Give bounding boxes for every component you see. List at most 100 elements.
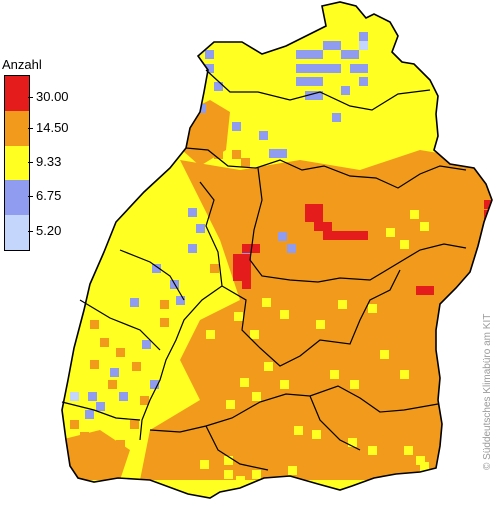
grid-cell [100, 448, 109, 457]
grid-cell [305, 213, 323, 222]
grid-cell [341, 50, 350, 59]
grid-cell [288, 466, 297, 475]
grid-cell [248, 220, 257, 229]
grid-cell [359, 41, 368, 50]
grid-cell [90, 360, 99, 369]
grid-cell [262, 298, 271, 307]
grid-cell [410, 210, 419, 219]
grid-cell [280, 380, 289, 389]
grid-cell [85, 410, 94, 419]
copyright-credit: © Süddeutsches Klimabüro am KIT [482, 313, 493, 470]
grid-cell [142, 340, 151, 349]
grid-cell [348, 438, 357, 447]
grid-cell [152, 264, 161, 273]
legend-swatch-14 [5, 110, 29, 146]
grid-cell [323, 231, 368, 240]
grid-cell [278, 149, 287, 158]
grid-cell [270, 478, 279, 487]
grid-cell [110, 368, 119, 377]
grid-cell [350, 64, 359, 73]
legend-tick [28, 162, 33, 163]
legend-tick [28, 196, 33, 197]
grid-cell [160, 440, 169, 449]
grid-cell [296, 50, 305, 59]
legend-tick [28, 128, 33, 129]
grid-cell [240, 378, 249, 387]
grid-cell [259, 131, 268, 140]
grid-cell [205, 64, 214, 73]
grid-cell [214, 82, 223, 91]
grid-cell [119, 392, 128, 401]
grid-cell [280, 310, 289, 319]
grid-cell [212, 196, 221, 205]
legend-swatch-9 [5, 145, 29, 181]
grid-cell [236, 476, 245, 485]
grid-cell [96, 402, 105, 411]
grid-cell [140, 396, 149, 405]
grid-cell [130, 298, 139, 307]
legend-swatch-6 [5, 180, 29, 216]
legend-tick [28, 97, 33, 98]
grid-cell [314, 64, 323, 73]
grid-cell [400, 370, 409, 379]
region-border [61, 401, 141, 421]
grid-cell [242, 280, 251, 289]
region-border [249, 167, 467, 283]
region-border [205, 425, 269, 471]
grid-cell [252, 470, 261, 479]
grid-cell [230, 212, 239, 221]
grid-cell [314, 50, 323, 59]
grid-cell [316, 320, 325, 329]
grid-cell [241, 158, 250, 167]
grid-cell [130, 420, 139, 429]
grid-cell [404, 446, 413, 455]
grid-cell [196, 224, 205, 233]
grid-cell [108, 380, 117, 389]
grid-cell [305, 77, 314, 86]
grid-cell [359, 64, 368, 73]
grid-cell [350, 50, 359, 59]
grid-cell [368, 304, 377, 313]
grid-cell [178, 440, 187, 449]
legend-label: 5.20 [36, 223, 62, 238]
grid-cell [416, 456, 425, 465]
grid-cell [416, 286, 434, 295]
region-border [185, 147, 467, 189]
grid-cell [420, 222, 429, 231]
legend-label: 9.33 [36, 154, 62, 169]
grid-cell [188, 244, 197, 253]
grid-cell [330, 370, 339, 379]
grid-cell [224, 470, 233, 479]
grid-cell [359, 32, 368, 41]
grid-cell [314, 91, 323, 100]
grid-cell [200, 408, 209, 417]
grid-cell [234, 312, 243, 321]
grid-cell [252, 392, 261, 401]
grid-cell [305, 64, 314, 73]
grid-cell [232, 150, 241, 159]
grid-cell [264, 362, 273, 371]
grid-cell [233, 254, 251, 263]
legend-swatch-30 [5, 76, 29, 111]
grid-cell [210, 264, 219, 273]
region-borders [61, 69, 467, 471]
grid-cell [323, 64, 332, 73]
grid-cell [176, 296, 185, 305]
grid-cell [90, 320, 99, 329]
grid-cell [232, 122, 241, 131]
grid-cell [420, 462, 429, 471]
grid-cell [287, 244, 296, 253]
state-border [61, 1, 493, 499]
grid-cell [400, 240, 409, 249]
grid-cell [160, 318, 169, 327]
grid-cell [206, 330, 215, 339]
grid-cell [368, 446, 377, 455]
legend-tick [28, 231, 33, 232]
region-border [139, 181, 223, 441]
legend-colorbar [4, 75, 30, 251]
legend-label: 14.50 [36, 120, 69, 135]
grid-cell [204, 167, 213, 176]
legend-swatch-5 [5, 215, 29, 250]
grid-cell [332, 113, 341, 122]
